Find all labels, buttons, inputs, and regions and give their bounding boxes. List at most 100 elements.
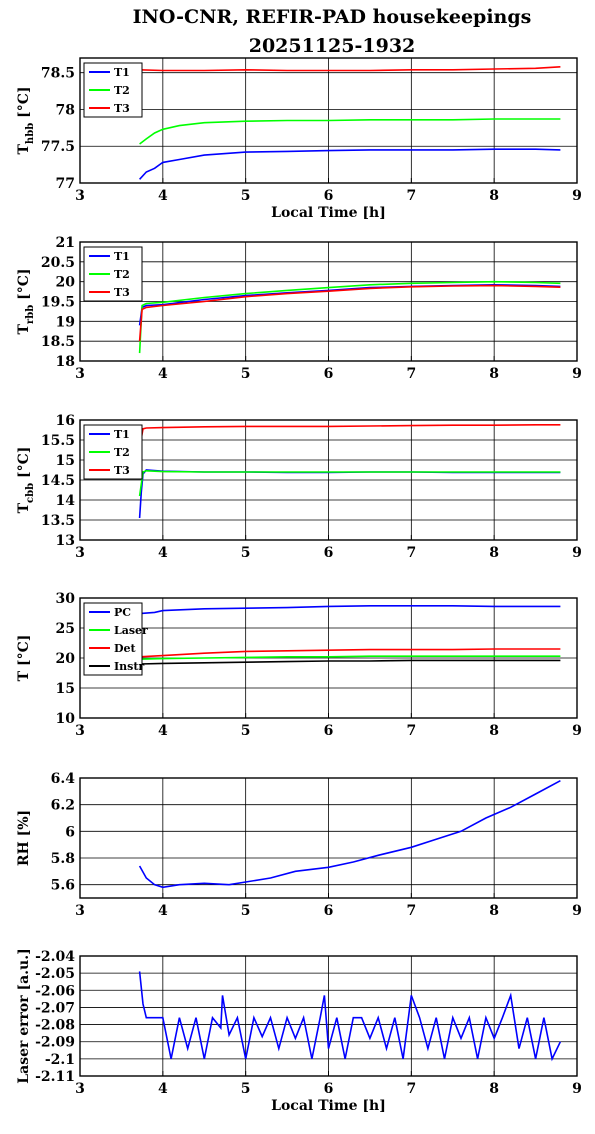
x-tick-label: 4	[158, 545, 168, 561]
y-tick-label: 20	[56, 651, 76, 667]
y-tick-label: 20	[56, 275, 76, 291]
x-tick-label: 5	[241, 545, 251, 561]
x-tick-label: 5	[241, 903, 251, 919]
x-tick-label: 8	[489, 188, 499, 204]
y-tick-label: -2.06	[35, 983, 75, 999]
series-line-det	[139, 648, 561, 658]
x-tick-label: 7	[406, 1081, 416, 1097]
x-tick-label: 9	[572, 1081, 582, 1097]
y-tick-label: 15	[56, 681, 75, 697]
legend-label: T2	[114, 84, 130, 97]
y-tick-label: 77	[56, 176, 75, 192]
y-tick-label: 13	[56, 533, 75, 549]
legend-label: PC	[114, 606, 131, 619]
x-tick-label: 4	[158, 723, 168, 739]
y-tick-label: 6	[65, 824, 75, 840]
x-tick-label: 5	[241, 366, 251, 382]
legend-label: Laser	[114, 624, 148, 637]
y-tick-label: -2.05	[35, 966, 75, 982]
x-tick-label: 5	[241, 723, 251, 739]
series-line-data	[138, 971, 562, 1062]
x-tick-label: 8	[489, 723, 499, 739]
y-tick-label: 19.5	[41, 295, 75, 311]
x-tick-label: 6	[324, 903, 334, 919]
y-tick-label: -2.08	[35, 1018, 75, 1034]
panel-3: 3 4 5 6 7 8 9 13 13.5 14 14.5 15 15.5 16 Tcbb [°C] T1 T2…	[16, 413, 582, 561]
y-tick-label: 25	[56, 621, 75, 637]
x-tick-label: 6	[324, 545, 334, 561]
panel-6: 3 4 5 6 7 8 9-2.11-2.1-2.09-2.08-2.07-2.06-2.0…	[16, 948, 582, 1114]
x-tick-label: 3	[75, 366, 85, 382]
y-tick-label: 78	[56, 102, 75, 118]
series-line-t3	[139, 66, 561, 72]
x-tick-label: 7	[406, 366, 416, 382]
x-tick-label: 7	[406, 545, 416, 561]
x-tick-label: 3	[75, 723, 85, 739]
x-tick-label: 8	[489, 1081, 499, 1097]
x-tick-label: 7	[406, 188, 416, 204]
y-tick-label: 18	[56, 354, 75, 370]
x-tick-label: 6	[324, 1081, 334, 1097]
series-line-instr	[139, 659, 561, 665]
y-tick-label: 16	[56, 413, 75, 429]
x-tick-label: 5	[241, 188, 251, 204]
series-line-t2	[138, 280, 561, 354]
y-tick-label: 6.2	[51, 798, 75, 814]
x-tick-label: 3	[75, 903, 85, 919]
x-tick-label: 9	[572, 723, 582, 739]
y-tick-label: 14.5	[41, 473, 75, 489]
x-axis-label: Local Time [h]	[271, 1098, 386, 1114]
x-tick-label: 6	[324, 366, 334, 382]
y-tick-label: -2.04	[35, 949, 75, 965]
y-axis-label: RH [%]	[16, 810, 32, 866]
panel-5: 3 4 5 6 7 8 9 5.6 5.8 6 6.2 6.4 RH [%]	[16, 771, 582, 919]
y-tick-label: -2.07	[35, 1000, 75, 1016]
legend-label: T3	[114, 464, 130, 477]
x-tick-label: 8	[489, 545, 499, 561]
y-tick-label: 13.5	[41, 513, 75, 529]
legend-label: T3	[114, 102, 130, 115]
x-tick-label: 4	[158, 903, 168, 919]
y-tick-label: 20.5	[41, 255, 75, 271]
x-tick-label: 6	[324, 188, 334, 204]
x-tick-label: 8	[489, 366, 499, 382]
legend-label: T1	[114, 66, 130, 79]
y-tick-label: -2.11	[35, 1069, 75, 1085]
x-tick-label: 3	[75, 545, 85, 561]
panel-2: 3 4 5 6 7 8 9 18 18.5 19 19.5 20 20.5 21 Trbb [°C] T1 T2…	[16, 235, 582, 382]
series-line-t3	[138, 423, 561, 449]
x-tick-label: 3	[75, 1081, 85, 1097]
legend-label: T1	[114, 428, 130, 441]
x-tick-label: 9	[572, 903, 582, 919]
series-line-t2	[139, 118, 561, 145]
y-axis-label: Tcbb [°C]	[16, 447, 36, 514]
figure-title-line-2: 20251125-1932	[249, 35, 416, 57]
legend-label: Det	[114, 642, 137, 655]
y-axis-label: Thbb [°C]	[16, 87, 36, 155]
legend-label: Instr	[114, 660, 144, 673]
series-line-t1	[138, 283, 561, 326]
y-tick-label: 14	[56, 493, 76, 509]
x-tick-label: 6	[324, 723, 334, 739]
y-tick-label: 21	[56, 235, 75, 251]
legend-label: T1	[114, 250, 130, 263]
legend-label: T2	[114, 446, 130, 459]
x-tick-label: 3	[75, 188, 85, 204]
x-axis-label: Local Time [h]	[271, 205, 386, 221]
x-tick-label: 7	[406, 903, 416, 919]
figure-title-line-1: INO-CNR, REFIR-PAD housekeepings	[133, 6, 532, 28]
x-tick-label: 9	[572, 188, 582, 204]
series-line-pc	[139, 604, 561, 615]
y-tick-label: 10	[56, 711, 76, 727]
series-line-data	[138, 779, 561, 889]
legend-label: T2	[114, 268, 130, 281]
panel-4: 3 4 5 6 7 8 9 10 15 20 25 30 T [°C] PC Laser Det Instr	[16, 591, 582, 739]
y-axis-label: Trbb [°C]	[16, 269, 36, 335]
series-line-t3	[138, 284, 561, 342]
y-tick-label: 5.6	[51, 878, 75, 894]
legend-box	[83, 602, 143, 676]
x-tick-label: 4	[158, 188, 168, 204]
x-tick-label: 9	[572, 545, 582, 561]
